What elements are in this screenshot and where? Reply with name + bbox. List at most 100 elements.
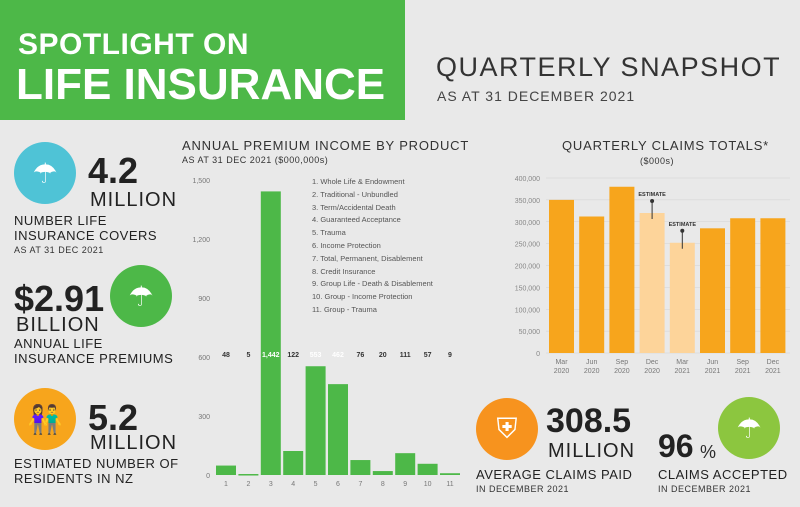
legend-item: 3. Term/Accidental Death <box>312 202 396 212</box>
x-tick-month: Sep <box>736 359 749 366</box>
x-tick-label: 1 <box>224 481 228 488</box>
x-tick-year: 2021 <box>735 368 751 375</box>
stat-accepted-sub: IN DECEMBER 2021 <box>658 484 752 494</box>
legend-item: 4. Guaranteed Acceptance <box>312 215 401 225</box>
bar <box>440 473 460 475</box>
x-tick-label: 8 <box>381 481 385 488</box>
legend-item: 5. Trauma <box>312 228 346 238</box>
x-tick-label: 11 <box>446 481 453 488</box>
estimate-label: ESTIMATE <box>638 192 666 198</box>
legend-item: 1. Whole Life & Endowment <box>312 177 405 186</box>
stat-accepted-value: 96 <box>658 428 694 464</box>
x-tick-month: Dec <box>767 359 780 366</box>
bar-value-label: 462 <box>332 352 344 359</box>
bar-value-label: 57 <box>424 352 432 359</box>
x-tick-year: 2021 <box>675 368 691 375</box>
x-tick-year: 2021 <box>705 368 721 375</box>
legend-item: 8. Credit Insurance <box>312 266 376 276</box>
y-tick-label: 100,000 <box>515 307 540 314</box>
x-tick-label: 4 <box>291 481 295 488</box>
x-tick-year: 2020 <box>584 368 600 375</box>
bar <box>669 242 695 353</box>
bar <box>417 463 438 475</box>
bar <box>238 474 259 476</box>
x-tick-year: 2020 <box>554 368 570 375</box>
estimate-label: ESTIMATE <box>669 222 697 228</box>
bar <box>395 453 416 475</box>
x-tick-month: Jun <box>707 359 718 366</box>
y-tick-label: 50,000 <box>519 329 541 336</box>
bar-value-label: 1,442 <box>262 352 280 359</box>
x-tick-label: 6 <box>336 481 340 488</box>
bar <box>328 384 348 475</box>
bar-value-label: 76 <box>357 352 365 359</box>
premium-chart-subtitle: AS AT 31 DEC 2021 ($000,000s) <box>182 155 329 165</box>
x-tick-month: Dec <box>646 359 659 366</box>
claims-chart-title: QUARTERLY CLAIMS TOTALS* <box>562 138 770 153</box>
stat-residents-label: ESTIMATED NUMBER OF RESIDENTS IN NZ <box>14 456 179 486</box>
shield-plus-icon: ⛨ <box>476 398 538 460</box>
bar <box>216 465 236 475</box>
x-tick-label: 10 <box>424 481 432 488</box>
title-line-1: SPOTLIGHT ON <box>18 28 249 61</box>
x-tick-year: 2020 <box>614 368 630 375</box>
x-tick-year: 2021 <box>765 368 781 375</box>
estimate-dot <box>680 228 685 233</box>
bar <box>549 199 574 353</box>
stat-claims-paid-label: AVERAGE CLAIMS PAID <box>476 467 633 482</box>
stat-premiums-unit: BILLION <box>16 314 100 336</box>
stat-covers-unit: MILLION <box>90 189 178 211</box>
stat-residents-value: 5.2 <box>88 397 139 438</box>
legend-item: 10. Group - Income Protection <box>312 292 413 302</box>
x-tick-month: Jun <box>586 359 597 366</box>
title-line-2: LIFE INSURANCE <box>16 60 386 109</box>
bar-value-label: 20 <box>379 352 387 359</box>
family-umbrella-icon: ☂ <box>14 142 76 204</box>
y-tick-label: 200,000 <box>515 264 540 271</box>
bar <box>760 218 786 353</box>
bar-value-label: 553 <box>310 352 322 359</box>
bar <box>350 460 371 475</box>
stat-covers-label: NUMBER LIFE INSURANCE COVERS <box>14 213 158 243</box>
legend-item: 6. Income Protection <box>312 240 381 250</box>
y-tick-label: 1,500 <box>192 178 210 185</box>
x-tick-month: Sep <box>616 359 629 366</box>
bar <box>609 186 635 353</box>
bar <box>730 218 756 353</box>
stat-residents-unit: MILLION <box>90 432 178 454</box>
bar-value-label: 111 <box>400 352 411 359</box>
y-tick-label: 900 <box>198 296 210 303</box>
umbrella-people-icon: ☂ <box>718 397 780 459</box>
stat-claims-paid-value: 308.5 <box>546 402 632 440</box>
stat-covers-value: 4.2 <box>88 150 139 191</box>
x-tick-label: 2 <box>246 481 250 488</box>
bar <box>283 451 304 475</box>
bar-value-label: 48 <box>222 352 230 359</box>
x-tick-label: 5 <box>314 481 318 488</box>
legend-item: 7. Total, Permanent, Disablement <box>312 253 423 263</box>
premium-chart-legend: 1. Whole Life & Endowment 2. Traditional … <box>312 176 433 317</box>
bar-value-label: 5 <box>246 352 250 359</box>
x-tick-month: Mar <box>676 359 689 366</box>
stat-claims-paid-unit: MILLION <box>548 440 636 462</box>
estimate-dot <box>650 199 655 203</box>
stat-premiums-label: ANNUAL LIFE INSURANCE PREMIUMS <box>14 336 174 366</box>
y-tick-label: 600 <box>198 355 210 362</box>
bar <box>700 228 725 353</box>
x-tick-label: 3 <box>269 481 273 488</box>
y-tick-label: 400,000 <box>515 176 540 183</box>
y-tick-label: 1,200 <box>192 237 210 244</box>
stat-accepted-unit: % <box>700 442 717 462</box>
x-tick-month: Mar <box>555 359 568 366</box>
y-tick-label: 0 <box>536 351 540 358</box>
x-tick-label: 9 <box>403 481 407 488</box>
premium-chart-title: ANNUAL PREMIUM INCOME BY PRODUCT <box>182 138 470 153</box>
as-at-date: AS AT 31 DECEMBER 2021 <box>437 88 636 104</box>
legend-item: 2. Traditional - Unbundled <box>312 189 398 199</box>
y-tick-label: 250,000 <box>515 242 540 249</box>
bar <box>260 191 281 475</box>
stat-premiums-value: $2.91 <box>14 278 105 319</box>
people-icon: 👫 <box>14 388 76 450</box>
quarterly-snapshot-title: QUARTERLY SNAPSHOT <box>436 52 782 82</box>
bar <box>639 213 665 353</box>
